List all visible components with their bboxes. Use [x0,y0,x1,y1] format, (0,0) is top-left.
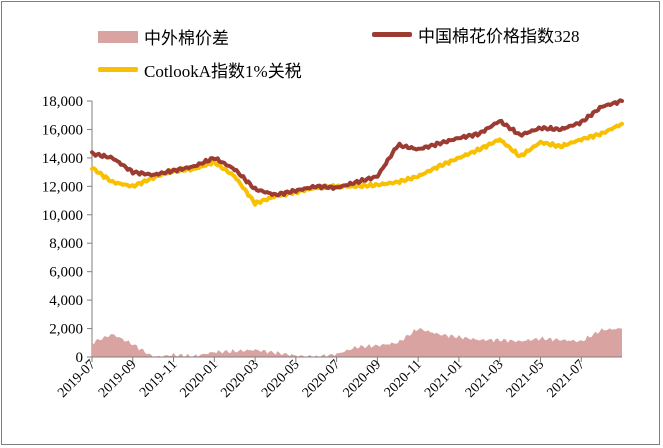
y-tick-label: 6,000 [49,265,83,281]
legend-label-cotlook: CotlookA指数1%关税 [144,62,302,81]
x-tick-label: 2020-05 [259,357,303,401]
x-tick-label: 2021-01 [422,357,466,401]
series-line-china-index [90,98,624,198]
y-tick-label: 2,000 [49,322,83,338]
x-tick-label: 2019-11 [137,357,180,400]
x-tick-label: 2021-07 [544,357,588,401]
legend-item-cotlook: CotlookA指数1%关税 [98,57,302,82]
y-tick-label: 4,000 [49,293,83,309]
legend-label-china-index: 中国棉花价格指数328 [418,27,580,46]
legend-swatch-cotlook [98,67,138,72]
legend-item-china-index: 中国棉花价格指数328 [372,22,580,47]
legend-item-spread: 中外棉价差 [98,24,229,49]
series-line-cotlook [90,121,624,207]
legend-swatch-china-index [372,32,412,37]
x-tick-label: 2020-07 [300,357,344,401]
y-tick-label: 16,000 [42,122,83,138]
y-tick-label: 18,000 [42,94,83,110]
y-tick-label: 10,000 [42,208,83,224]
x-tick-label: 2020-09 [341,357,385,401]
legend-swatch-spread [98,30,138,43]
x-tick-label: 2020-01 [178,357,222,401]
y-tick-label: 0 [76,350,84,366]
legend-label-spread: 中外棉价差 [144,29,229,48]
x-tick-label: 2020-03 [218,357,262,401]
x-tick-label: 2021-03 [463,357,507,401]
series-area-spread [92,328,622,357]
x-tick-label: 2020-11 [382,357,425,400]
y-tick-label: 8,000 [49,236,83,252]
y-tick-label: 14,000 [42,151,83,167]
x-tick-label: 2019-09 [96,357,140,401]
y-tick-label: 12,000 [42,179,83,195]
x-tick-label: 2021-05 [504,357,548,401]
